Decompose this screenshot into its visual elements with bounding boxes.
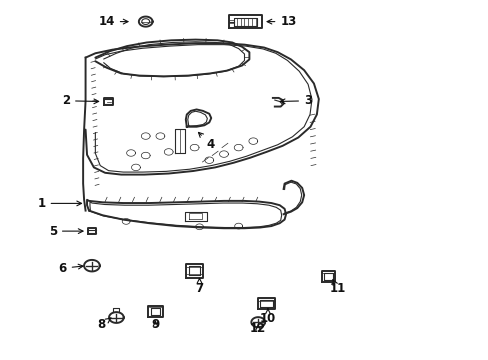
- Text: 4: 4: [198, 132, 214, 150]
- Text: 2: 2: [62, 94, 99, 107]
- Text: 11: 11: [328, 279, 345, 295]
- Text: 14: 14: [98, 15, 128, 28]
- Text: 7: 7: [195, 278, 203, 295]
- Text: 5: 5: [49, 225, 83, 238]
- Text: 6: 6: [59, 262, 83, 275]
- Text: 8: 8: [98, 318, 111, 331]
- Text: 9: 9: [151, 318, 159, 331]
- Text: 13: 13: [266, 15, 296, 28]
- Text: 12: 12: [249, 322, 266, 335]
- Text: 1: 1: [38, 197, 81, 210]
- Text: 3: 3: [280, 94, 311, 107]
- Text: 10: 10: [259, 309, 276, 325]
